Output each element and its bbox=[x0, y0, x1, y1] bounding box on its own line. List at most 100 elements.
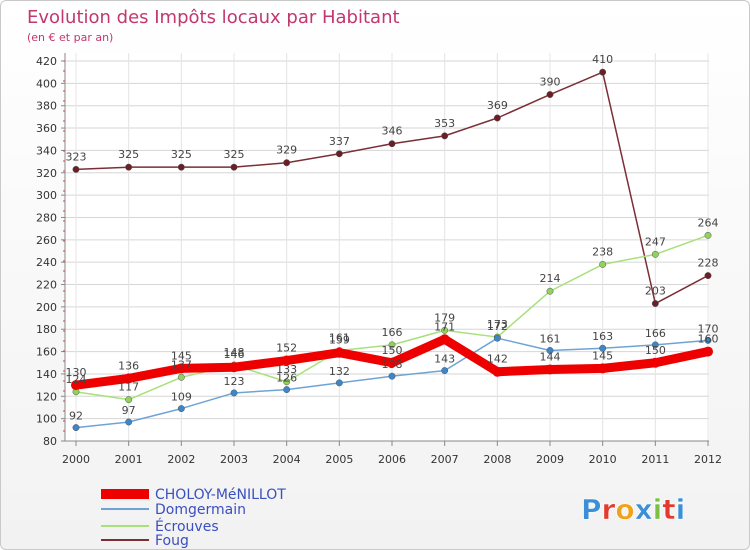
x-tick-label: 2007 bbox=[431, 453, 459, 466]
data-label: 160 bbox=[698, 333, 719, 346]
data-label: 323 bbox=[66, 150, 87, 163]
y-tick-label: 140 bbox=[36, 368, 57, 381]
y-tick-label: 380 bbox=[36, 100, 57, 113]
x-tick-label: 2006 bbox=[378, 453, 406, 466]
series-point-1 bbox=[388, 372, 396, 380]
series-point-0 bbox=[176, 363, 187, 374]
data-label: 152 bbox=[276, 342, 297, 355]
data-label: 145 bbox=[592, 349, 613, 362]
data-label: 173 bbox=[487, 318, 508, 331]
series-point-0 bbox=[597, 363, 608, 374]
series-point-2 bbox=[599, 260, 607, 268]
data-label: 130 bbox=[66, 366, 87, 379]
data-label: 325 bbox=[171, 148, 192, 161]
series-point-3 bbox=[388, 140, 396, 148]
logo-letter: i bbox=[653, 493, 663, 526]
series-point-3 bbox=[177, 163, 185, 171]
series-point-3 bbox=[493, 114, 501, 122]
data-label: 179 bbox=[434, 311, 455, 324]
data-label: 109 bbox=[171, 391, 192, 404]
series-point-3 bbox=[72, 165, 80, 173]
data-label: 142 bbox=[487, 353, 508, 366]
axes: 80 100 120 140 160 180 200 220 240 260 280 300 320 34… bbox=[36, 53, 722, 466]
series-point-2 bbox=[546, 287, 554, 295]
data-label: 172 bbox=[487, 320, 508, 333]
legend-label-3: Foug bbox=[155, 533, 189, 549]
y-tick-label: 280 bbox=[36, 211, 57, 224]
series-point-2 bbox=[704, 231, 712, 239]
series-point-3 bbox=[125, 163, 133, 171]
data-label: 132 bbox=[329, 365, 350, 378]
data-label: 203 bbox=[645, 285, 666, 298]
data-label: 145 bbox=[171, 349, 192, 362]
series-point-3 bbox=[704, 272, 712, 280]
series-point-0 bbox=[492, 366, 503, 377]
series-point-1 bbox=[125, 418, 133, 426]
series-point-3 bbox=[546, 91, 554, 98]
series-point-0 bbox=[123, 373, 134, 384]
series-point-0 bbox=[229, 362, 239, 373]
series-point-1 bbox=[283, 386, 291, 394]
data-label: 161 bbox=[540, 332, 561, 345]
x-tick-label: 2010 bbox=[589, 453, 617, 466]
data-label: 238 bbox=[592, 245, 613, 258]
data-label: 159 bbox=[329, 334, 350, 347]
chart-subtitle: (en € et par an) bbox=[27, 31, 113, 44]
x-tick-label: 2012 bbox=[694, 453, 722, 466]
series-point-0 bbox=[387, 357, 397, 368]
series-point-0 bbox=[71, 380, 81, 391]
y-tick-label: 100 bbox=[36, 413, 57, 426]
data-label: 353 bbox=[434, 117, 455, 130]
data-label: 138 bbox=[382, 358, 403, 371]
y-tick-label: 200 bbox=[36, 301, 57, 314]
data-label: 143 bbox=[434, 353, 455, 366]
y-tick-label: 180 bbox=[36, 323, 57, 336]
series-point-1 bbox=[546, 347, 554, 354]
y-tick-label: 80 bbox=[43, 435, 57, 448]
data-label: 123 bbox=[224, 375, 245, 388]
data-label: 136 bbox=[118, 359, 139, 372]
series-point-1 bbox=[177, 405, 185, 413]
series-point-3 bbox=[441, 132, 449, 140]
x-tick-label: 2011 bbox=[641, 453, 669, 466]
data-label: 166 bbox=[382, 326, 403, 339]
series-point-3 bbox=[283, 159, 291, 167]
chart-title: Evolution des Impôts locaux par Habitant bbox=[27, 7, 400, 28]
data-label: 97 bbox=[122, 404, 136, 417]
y-tick-label: 400 bbox=[36, 77, 57, 90]
series-point-0 bbox=[703, 346, 713, 357]
y-tick-label: 120 bbox=[36, 390, 57, 403]
data-label: 170 bbox=[698, 322, 719, 335]
data-label: 161 bbox=[329, 331, 350, 344]
series-point-0 bbox=[334, 347, 345, 358]
x-tick-label: 2001 bbox=[115, 453, 143, 466]
series-point-1 bbox=[335, 379, 343, 387]
logo-letter: P bbox=[581, 493, 602, 526]
y-tick-label: 220 bbox=[36, 279, 57, 292]
series-point-1 bbox=[441, 367, 449, 375]
series-point-2 bbox=[177, 373, 185, 381]
series-point-0 bbox=[545, 364, 555, 375]
series-point-1 bbox=[493, 334, 501, 342]
data-label: 247 bbox=[645, 235, 666, 248]
data-label: 214 bbox=[540, 272, 561, 285]
series-point-2 bbox=[441, 326, 449, 334]
logo-letter: r bbox=[602, 493, 616, 526]
data-label: 325 bbox=[118, 148, 139, 161]
series-point-3 bbox=[651, 300, 659, 307]
series-point-0 bbox=[439, 334, 450, 345]
series-point-2 bbox=[651, 250, 659, 258]
data-label: 390 bbox=[540, 76, 561, 89]
y-tick-label: 240 bbox=[36, 256, 57, 269]
data-label: 329 bbox=[276, 144, 297, 157]
series-point-1 bbox=[230, 389, 238, 397]
data-label: 325 bbox=[224, 148, 245, 161]
logo-letter: o bbox=[615, 493, 634, 526]
data-label: 346 bbox=[382, 125, 403, 138]
data-label: 144 bbox=[540, 350, 561, 363]
data-label: 369 bbox=[487, 99, 508, 112]
series-point-1 bbox=[72, 424, 80, 432]
data-label: 166 bbox=[645, 327, 666, 340]
series-point-3 bbox=[335, 150, 343, 158]
logo-text: Proxiti bbox=[581, 493, 685, 526]
